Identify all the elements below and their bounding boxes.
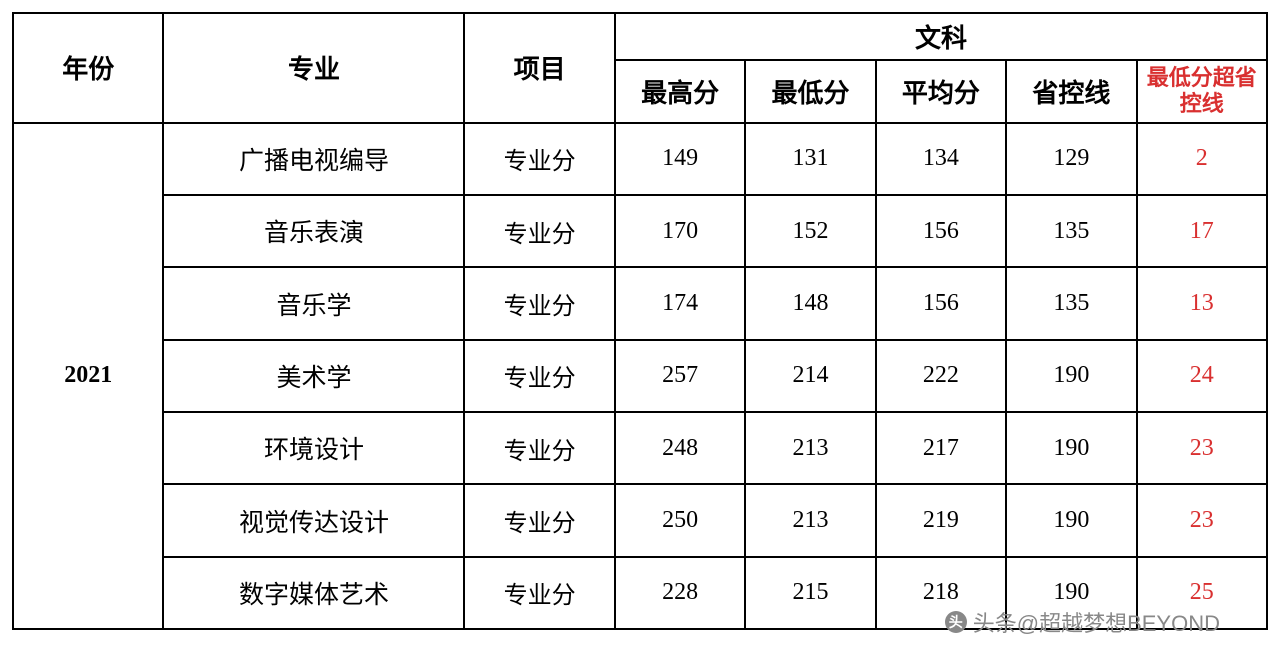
min-cell: 213	[745, 484, 875, 556]
watermark-text: 头条@超越梦想BEYOND	[973, 606, 1220, 638]
min-cell: 214	[745, 340, 875, 412]
table-header: 年份 专业 项目 文科 最高分 最低分 平均分 省控线 最低分超省控线	[13, 13, 1267, 123]
watermark-icon: 头	[945, 611, 967, 633]
min-cell: 152	[745, 195, 875, 267]
table-body: 2021 广播电视编导 专业分 149 131 134 129 2 音乐表演 专…	[13, 123, 1267, 629]
max-cell: 257	[615, 340, 745, 412]
min-cell: 148	[745, 267, 875, 339]
provincial-cell: 190	[1006, 340, 1136, 412]
max-cell: 174	[615, 267, 745, 339]
max-cell: 250	[615, 484, 745, 556]
item-cell: 专业分	[464, 412, 614, 484]
provincial-cell: 190	[1006, 484, 1136, 556]
diff-cell: 17	[1137, 195, 1267, 267]
diff-cell: 23	[1137, 484, 1267, 556]
avg-cell: 156	[876, 195, 1006, 267]
header-min: 最低分	[745, 60, 875, 123]
header-provincial: 省控线	[1006, 60, 1136, 123]
header-item: 项目	[464, 13, 614, 123]
item-cell: 专业分	[464, 484, 614, 556]
avg-cell: 219	[876, 484, 1006, 556]
table-row: 音乐学 专业分 174 148 156 135 13	[13, 267, 1267, 339]
diff-cell: 23	[1137, 412, 1267, 484]
provincial-cell: 135	[1006, 267, 1136, 339]
avg-cell: 134	[876, 123, 1006, 195]
item-cell: 专业分	[464, 267, 614, 339]
max-cell: 149	[615, 123, 745, 195]
watermark: 头 头条@超越梦想BEYOND	[945, 606, 1220, 638]
table-row: 2021 广播电视编导 专业分 149 131 134 129 2	[13, 123, 1267, 195]
header-major: 专业	[163, 13, 464, 123]
header-max: 最高分	[615, 60, 745, 123]
min-cell: 131	[745, 123, 875, 195]
header-diff: 最低分超省控线	[1137, 60, 1267, 123]
table-row: 视觉传达设计 专业分 250 213 219 190 23	[13, 484, 1267, 556]
diff-cell: 13	[1137, 267, 1267, 339]
provincial-cell: 190	[1006, 412, 1136, 484]
diff-cell: 2	[1137, 123, 1267, 195]
major-cell: 音乐表演	[163, 195, 464, 267]
max-cell: 228	[615, 557, 745, 629]
major-cell: 数字媒体艺术	[163, 557, 464, 629]
item-cell: 专业分	[464, 340, 614, 412]
table-row: 音乐表演 专业分 170 152 156 135 17	[13, 195, 1267, 267]
year-cell: 2021	[13, 123, 163, 629]
major-cell: 环境设计	[163, 412, 464, 484]
avg-cell: 217	[876, 412, 1006, 484]
major-cell: 音乐学	[163, 267, 464, 339]
min-cell: 213	[745, 412, 875, 484]
header-year: 年份	[13, 13, 163, 123]
major-cell: 视觉传达设计	[163, 484, 464, 556]
avg-cell: 222	[876, 340, 1006, 412]
table-row: 环境设计 专业分 248 213 217 190 23	[13, 412, 1267, 484]
max-cell: 170	[615, 195, 745, 267]
diff-cell: 24	[1137, 340, 1267, 412]
provincial-cell: 135	[1006, 195, 1136, 267]
item-cell: 专业分	[464, 195, 614, 267]
major-cell: 广播电视编导	[163, 123, 464, 195]
max-cell: 248	[615, 412, 745, 484]
major-cell: 美术学	[163, 340, 464, 412]
header-avg: 平均分	[876, 60, 1006, 123]
item-cell: 专业分	[464, 123, 614, 195]
provincial-cell: 129	[1006, 123, 1136, 195]
item-cell: 专业分	[464, 557, 614, 629]
table-row: 美术学 专业分 257 214 222 190 24	[13, 340, 1267, 412]
avg-cell: 156	[876, 267, 1006, 339]
header-category: 文科	[615, 13, 1267, 60]
score-table: 年份 专业 项目 文科 最高分 最低分 平均分 省控线 最低分超省控线 2021…	[12, 12, 1268, 630]
header-row-1: 年份 专业 项目 文科	[13, 13, 1267, 60]
min-cell: 215	[745, 557, 875, 629]
